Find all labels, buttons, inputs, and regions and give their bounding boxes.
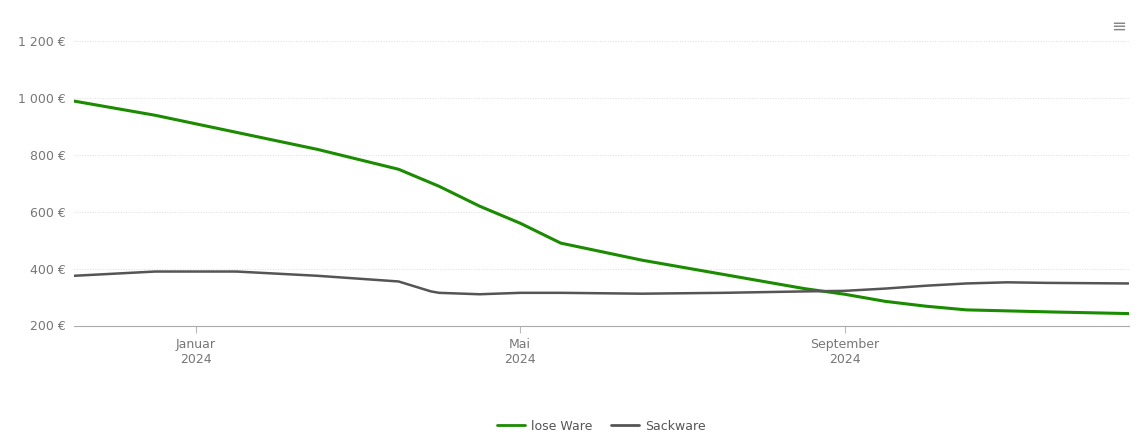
lose Ware <box>960 307 974 312</box>
lose Ware <box>473 204 487 209</box>
lose Ware <box>879 299 893 304</box>
lose Ware <box>919 303 933 309</box>
Sackware <box>635 291 649 296</box>
Sackware <box>424 289 438 294</box>
lose Ware <box>838 292 852 297</box>
Sackware <box>432 290 446 296</box>
Sackware <box>797 289 811 294</box>
Sackware <box>554 290 568 296</box>
lose Ware <box>229 130 243 135</box>
Sackware <box>1000 280 1013 285</box>
lose Ware <box>392 167 406 172</box>
Sackware <box>879 286 893 291</box>
lose Ware <box>513 220 527 226</box>
Sackware <box>919 283 933 288</box>
lose Ware <box>554 240 568 246</box>
Sackware <box>148 269 162 274</box>
lose Ware <box>1041 309 1054 315</box>
lose Ware <box>148 113 162 118</box>
Line: lose Ware: lose Ware <box>74 101 1129 314</box>
Sackware <box>716 290 730 296</box>
lose Ware <box>797 286 811 291</box>
Sackware <box>513 290 527 296</box>
lose Ware <box>635 257 649 263</box>
lose Ware <box>432 184 446 189</box>
Sackware <box>392 279 406 284</box>
Sackware <box>1122 281 1135 286</box>
Legend: lose Ware, Sackware: lose Ware, Sackware <box>492 415 710 434</box>
Sackware <box>310 273 324 278</box>
Sackware <box>1041 280 1054 286</box>
Sackware <box>229 269 243 274</box>
Sackware <box>473 292 487 297</box>
Sackware <box>960 281 974 286</box>
Line: Sackware: Sackware <box>74 272 1129 294</box>
lose Ware <box>716 272 730 277</box>
Sackware <box>838 288 852 293</box>
Text: ≡: ≡ <box>1112 17 1126 35</box>
lose Ware <box>310 147 324 152</box>
Sackware <box>67 273 81 278</box>
lose Ware <box>67 99 81 104</box>
lose Ware <box>1122 311 1135 316</box>
